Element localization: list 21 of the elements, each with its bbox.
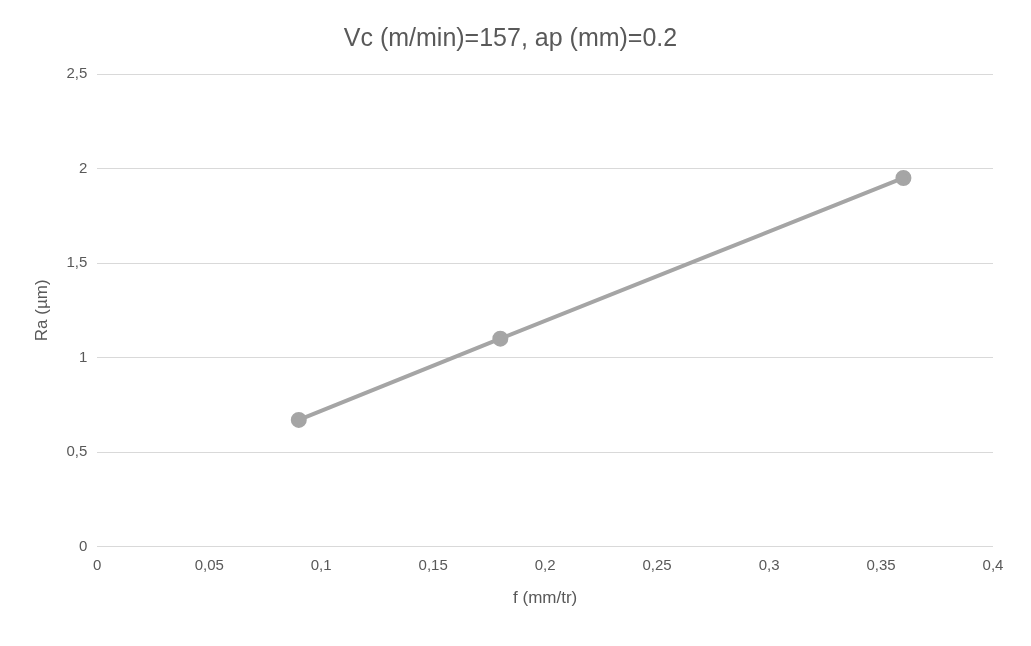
x-axis-title: f (mm/tr) [513,588,578,608]
x-tick-label: 0 [93,555,102,573]
y-tick-label: 1 [78,347,88,365]
y-tick-label: 0 [78,536,88,554]
x-tick-label: 0,05 [194,555,224,573]
x-tick-label: 0,2 [534,555,556,573]
x-tick-label: 0,4 [982,555,1004,573]
x-tick-label: 0,1 [310,555,332,573]
chart-title: Vc (m/min)=157, ap (mm)=0.2 [343,22,678,51]
y-tick-label: 2 [78,158,88,176]
x-tick-label: 0,15 [418,555,448,573]
y-tick-label: 0,5 [66,442,88,460]
x-tick-label: 0,35 [866,555,896,573]
y-tick-label: 2,5 [66,64,88,82]
point [895,169,912,186]
x-tick-label: 0,3 [758,555,780,573]
y-axis-title: Ra (µm) [31,279,51,342]
y-tick-label: 1,5 [66,253,88,271]
point [492,330,509,347]
x-tick-label: 0,25 [642,555,672,573]
point [290,411,307,428]
